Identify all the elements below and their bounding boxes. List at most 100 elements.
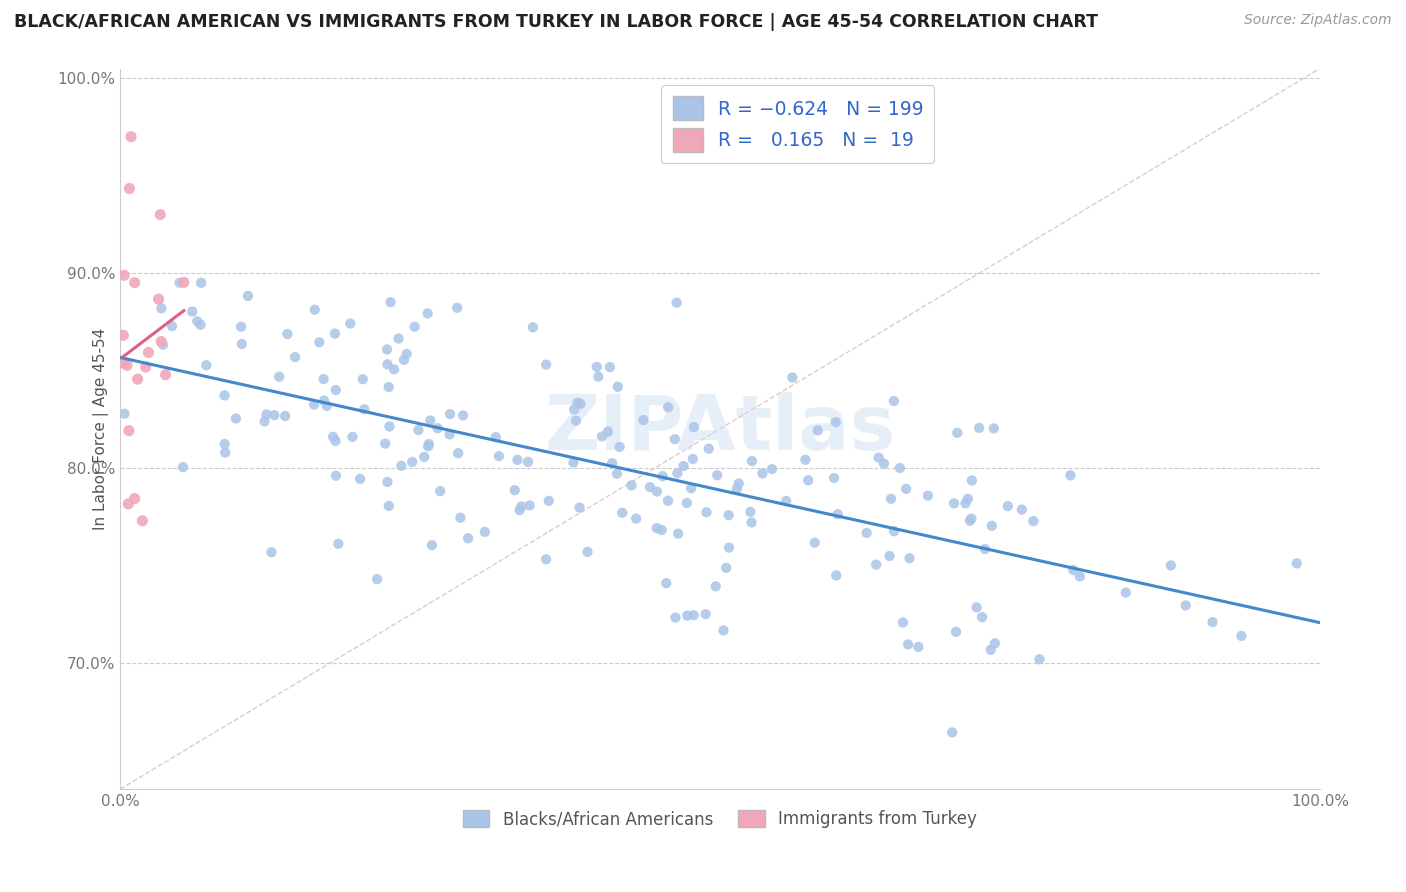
Point (231, 337, 253, 351)
Point (135, 359, 157, 374)
Point (374, 436, 396, 450)
Point (387, 332, 409, 346)
Point (517, 455, 540, 469)
Point (803, 535, 825, 549)
Point (569, 397, 592, 411)
Point (588, 369, 610, 384)
Point (342, 430, 364, 444)
Point (713, 624, 735, 638)
Point (325, 434, 347, 448)
Point (704, 579, 727, 593)
Point (855, 525, 877, 540)
Point (741, 454, 763, 468)
Point (997, 499, 1019, 513)
Point (315, 399, 337, 413)
Point (980, 518, 1002, 533)
Point (155, 368, 177, 382)
Point (308, 335, 330, 350)
Point (120, 129, 142, 144)
Point (1062, 563, 1084, 577)
Point (190, 276, 212, 290)
Point (891, 615, 914, 630)
Point (190, 318, 212, 332)
Point (960, 511, 983, 525)
Point (534, 552, 557, 566)
Point (339, 317, 361, 331)
Point (322, 430, 344, 444)
Point (894, 482, 917, 496)
Point (967, 421, 990, 435)
Point (562, 456, 585, 470)
Point (706, 468, 728, 483)
Point (138, 345, 160, 359)
Point (1069, 569, 1091, 583)
Point (824, 415, 846, 429)
Point (169, 276, 191, 290)
Point (889, 461, 911, 475)
Point (983, 421, 1005, 435)
Point (1059, 468, 1081, 483)
Point (149, 208, 172, 222)
Point (284, 350, 307, 364)
Point (596, 425, 619, 439)
Point (225, 411, 247, 425)
Point (150, 301, 173, 316)
Point (416, 306, 439, 320)
Text: BLACK/AFRICAN AMERICAN VS IMMIGRANTS FROM TURKEY IN LABOR FORCE | AGE 45-54 CORR: BLACK/AFRICAN AMERICAN VS IMMIGRANTS FRO… (14, 13, 1098, 31)
Point (378, 419, 401, 434)
Point (609, 440, 631, 454)
Point (534, 358, 557, 372)
Point (585, 359, 607, 374)
Point (349, 472, 371, 486)
Point (943, 496, 966, 510)
Point (426, 421, 449, 435)
Point (599, 360, 621, 375)
Point (666, 467, 689, 481)
Point (1160, 558, 1182, 573)
Point (325, 383, 347, 397)
Point (377, 380, 399, 394)
Point (114, 407, 136, 421)
Point (740, 505, 762, 519)
Legend: Blacks/African Americans, Immigrants from Turkey: Blacks/African Americans, Immigrants fro… (456, 804, 984, 835)
Point (651, 469, 673, 483)
Point (645, 484, 668, 499)
Point (506, 452, 529, 467)
Point (941, 725, 963, 739)
Point (112, 268, 135, 283)
Point (576, 545, 599, 559)
Point (214, 388, 236, 402)
Point (956, 491, 979, 506)
Point (323, 326, 346, 341)
Point (160, 319, 183, 334)
Point (419, 413, 441, 427)
Point (304, 302, 326, 317)
Point (880, 491, 903, 506)
Point (823, 471, 845, 485)
Point (612, 506, 634, 520)
Point (717, 541, 740, 555)
Point (328, 537, 350, 551)
Point (917, 489, 939, 503)
Point (606, 380, 628, 394)
Point (775, 494, 797, 508)
Point (352, 372, 374, 386)
Point (682, 452, 704, 467)
Point (797, 473, 820, 487)
Point (666, 526, 689, 541)
Point (447, 446, 470, 460)
Point (897, 637, 920, 651)
Point (955, 496, 977, 510)
Point (725, 482, 748, 496)
Point (263, 408, 285, 422)
Point (519, 499, 541, 513)
Point (898, 551, 921, 566)
Point (1285, 557, 1308, 571)
Point (946, 425, 969, 440)
Point (672, 458, 695, 473)
Point (966, 600, 988, 615)
Point (260, 545, 283, 559)
Point (714, 561, 737, 575)
Point (325, 468, 347, 483)
Point (695, 607, 717, 621)
